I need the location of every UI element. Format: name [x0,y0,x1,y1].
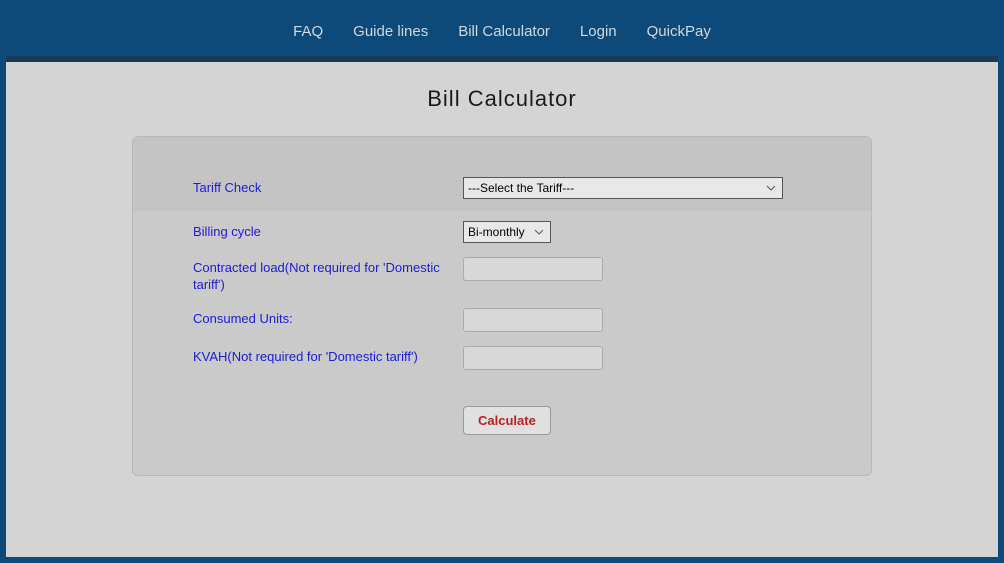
top-nav: FAQ Guide lines Bill Calculator Login Qu… [6,6,998,56]
input-contracted-load[interactable] [463,257,603,281]
row-contracted-load: Contracted load(Not required for 'Domest… [193,257,811,294]
label-contracted-load: Contracted load(Not required for 'Domest… [193,257,463,294]
select-billing-cycle[interactable]: Bi-monthly [463,221,551,243]
select-tariff[interactable]: ---Select the Tariff--- [463,177,783,199]
control-tariff: ---Select the Tariff--- [463,177,811,199]
nav-quickpay[interactable]: QuickPay [647,23,711,40]
row-tariff: Tariff Check ---Select the Tariff--- [193,177,811,199]
row-billing-cycle: Billing cycle Bi-monthly [193,221,811,243]
calculate-button[interactable]: Calculate [463,406,551,435]
control-contracted-load [463,257,811,281]
control-billing-cycle: Bi-monthly [463,221,811,243]
control-kvah [463,346,811,370]
control-consumed-units [463,308,811,332]
tariff-section: Tariff Check ---Select the Tariff--- [133,137,871,211]
row-kvah: KVAH(Not required for 'Domestic tariff') [193,346,811,370]
page-title: Bill Calculator [6,86,998,112]
label-kvah: KVAH(Not required for 'Domestic tariff') [193,346,463,366]
nav-bill-calculator[interactable]: Bill Calculator [458,23,550,40]
label-tariff: Tariff Check [193,177,463,197]
label-billing-cycle: Billing cycle [193,221,463,241]
input-kvah[interactable] [463,346,603,370]
input-consumed-units[interactable] [463,308,603,332]
nav-separator [6,56,998,62]
nav-faq[interactable]: FAQ [293,23,323,40]
nav-guidelines[interactable]: Guide lines [353,23,428,40]
row-consumed-units: Consumed Units: [193,308,811,332]
button-row: Calculate [193,406,811,435]
nav-login[interactable]: Login [580,23,617,40]
app-frame: FAQ Guide lines Bill Calculator Login Qu… [0,0,1004,563]
form-panel: Tariff Check ---Select the Tariff--- Bil… [132,136,872,476]
label-consumed-units: Consumed Units: [193,308,463,328]
